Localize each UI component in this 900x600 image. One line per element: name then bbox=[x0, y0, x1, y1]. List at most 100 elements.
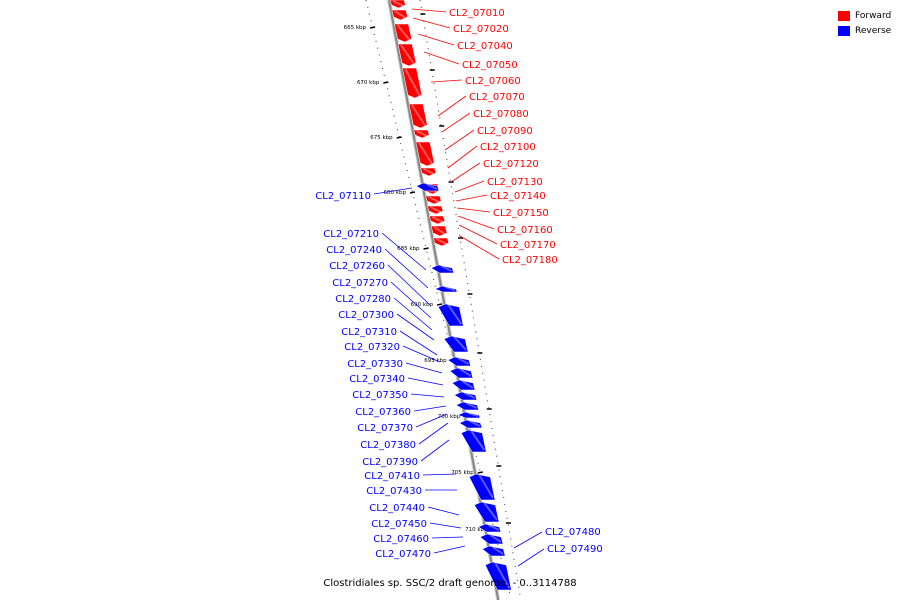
gene-CL2_07240[interactable] bbox=[434, 285, 458, 293]
gene-CL2_07280[interactable] bbox=[447, 356, 471, 367]
gene-label-CL2_07160[interactable]: CL2_07160 bbox=[497, 225, 553, 236]
gene-leader-lines bbox=[373, 8, 545, 567]
gene-CL2_07360[interactable] bbox=[460, 429, 487, 453]
gene-label-CL2_07310[interactable]: CL2_07310 bbox=[341, 327, 397, 338]
gene-label-CL2_07180[interactable]: CL2_07180 bbox=[502, 255, 558, 266]
gene-label-CL2_07330[interactable]: CL2_07330 bbox=[347, 359, 403, 370]
leader-CL2_07180 bbox=[459, 235, 500, 260]
gene-label-CL2_07080[interactable]: CL2_07080 bbox=[473, 109, 529, 120]
leader-CL2_07480 bbox=[513, 531, 543, 549]
gene-label-CL2_07370[interactable]: CL2_07370 bbox=[357, 423, 413, 434]
gene-highlight bbox=[494, 562, 511, 589]
leader-CL2_07490 bbox=[517, 548, 545, 567]
gene-label-CL2_07170[interactable]: CL2_07170 bbox=[500, 240, 556, 251]
leader-CL2_07260 bbox=[387, 264, 431, 306]
gene-label-CL2_07300[interactable]: CL2_07300 bbox=[338, 310, 394, 321]
gene-label-CL2_07060[interactable]: CL2_07060 bbox=[465, 76, 521, 87]
gene-label-CL2_07470[interactable]: CL2_07470 bbox=[375, 549, 431, 560]
gene-label-CL2_07110[interactable]: CL2_07110 bbox=[315, 191, 371, 202]
gene-label-CL2_07440[interactable]: CL2_07440 bbox=[369, 503, 425, 514]
gene-CL2_07060[interactable] bbox=[402, 67, 423, 99]
gene-label-CL2_07430[interactable]: CL2_07430 bbox=[366, 486, 422, 497]
gene-highlight bbox=[459, 368, 472, 377]
gene-label-CL2_07350[interactable]: CL2_07350 bbox=[352, 390, 408, 401]
gene-label-CL2_07120[interactable]: CL2_07120 bbox=[483, 159, 539, 170]
gene-CL2_07350[interactable] bbox=[458, 419, 483, 429]
gene-CL2_07330[interactable] bbox=[455, 401, 479, 411]
gene-CL2_07040[interactable] bbox=[394, 23, 412, 43]
gene-label-CL2_07090[interactable]: CL2_07090 bbox=[477, 126, 533, 137]
gene-CL2_07310[interactable] bbox=[451, 379, 476, 391]
gene-label-CL2_07460[interactable]: CL2_07460 bbox=[373, 534, 429, 545]
gene-label-CL2_07260[interactable]: CL2_07260 bbox=[329, 261, 385, 272]
leader-CL2_07450 bbox=[429, 522, 462, 529]
gene-highlight bbox=[423, 168, 435, 175]
gene-CL2_07010[interactable] bbox=[389, 0, 406, 9]
gene-label-CL2_07130[interactable]: CL2_07130 bbox=[487, 177, 543, 188]
gene-label-CL2_07450[interactable]: CL2_07450 bbox=[371, 519, 427, 530]
gene-highlight bbox=[483, 502, 498, 521]
gene-CL2_07210[interactable] bbox=[430, 264, 455, 274]
leader-CL2_07160 bbox=[457, 215, 495, 230]
gene-label-CL2_07050[interactable]: CL2_07050 bbox=[462, 60, 518, 71]
gene-CL2_07270[interactable] bbox=[443, 335, 469, 353]
gene-label-CL2_07210[interactable]: CL2_07210 bbox=[323, 229, 379, 240]
leader-CL2_07080 bbox=[441, 112, 471, 133]
gene-CL2_07130[interactable] bbox=[425, 195, 442, 205]
gene-label-CL2_07380[interactable]: CL2_07380 bbox=[360, 440, 416, 451]
leader-CL2_07280 bbox=[393, 297, 433, 331]
gene-CL2_07110[interactable] bbox=[415, 182, 440, 192]
gene-CL2_07320[interactable] bbox=[453, 391, 478, 401]
gene-CL2_07090[interactable] bbox=[415, 141, 435, 167]
gene-highlight bbox=[411, 104, 427, 127]
gene-label-CL2_07410[interactable]: CL2_07410 bbox=[364, 471, 420, 482]
leader-CL2_07370 bbox=[415, 413, 448, 428]
gene-label-CL2_07280[interactable]: CL2_07280 bbox=[335, 294, 391, 305]
gene-CL2_07370[interactable] bbox=[468, 473, 496, 501]
gene-CL2_07140[interactable] bbox=[427, 205, 444, 215]
tick-mark bbox=[383, 81, 389, 84]
gene-label-CL2_07360[interactable]: CL2_07360 bbox=[355, 407, 411, 418]
gene-label-CL2_07070[interactable]: CL2_07070 bbox=[469, 92, 525, 103]
leader-CL2_07110 bbox=[373, 187, 413, 195]
gene-CL2_07300[interactable] bbox=[449, 367, 474, 379]
gene-CL2_07380[interactable] bbox=[473, 501, 500, 523]
legend-reverse-label: Reverse bbox=[855, 26, 892, 36]
tick-mark bbox=[436, 303, 443, 306]
gene-CL2_07070[interactable] bbox=[408, 103, 428, 129]
gene-CL2_07170[interactable] bbox=[432, 237, 450, 247]
gene-CL2_07150[interactable] bbox=[428, 215, 446, 225]
gene-CL2_07440[interactable] bbox=[484, 561, 512, 591]
gene-CL2_07260[interactable] bbox=[437, 303, 464, 327]
gene-label-CL2_07020[interactable]: CL2_07020 bbox=[453, 24, 509, 35]
gene-CL2_07410[interactable] bbox=[479, 533, 504, 545]
gene-CL2_07080[interactable] bbox=[413, 129, 430, 139]
gene-label-CL2_07040[interactable]: CL2_07040 bbox=[457, 41, 513, 52]
tick-label: 700 kbp bbox=[438, 414, 461, 420]
gene-label-CL2_07340[interactable]: CL2_07340 bbox=[349, 374, 405, 385]
gene-label-CL2_07140[interactable]: CL2_07140 bbox=[490, 191, 546, 202]
gene-CL2_07020[interactable] bbox=[391, 9, 408, 21]
gene-label-CL2_07320[interactable]: CL2_07320 bbox=[344, 342, 400, 353]
gene-label-CL2_07390[interactable]: CL2_07390 bbox=[362, 457, 418, 468]
gene-label-CL2_07480[interactable]: CL2_07480 bbox=[545, 527, 601, 538]
leader-CL2_07350 bbox=[410, 393, 445, 398]
tick-label: 675 kbp bbox=[370, 135, 393, 141]
gene-CL2_07390[interactable] bbox=[477, 523, 502, 533]
gene-label-CL2_07100[interactable]: CL2_07100 bbox=[480, 142, 536, 153]
gene-highlight bbox=[461, 380, 474, 389]
gene-CL2_07160[interactable] bbox=[430, 225, 448, 237]
gene-label-CL2_07490[interactable]: CL2_07490 bbox=[547, 544, 603, 555]
leader-CL2_07130 bbox=[454, 180, 485, 193]
gene-label-CL2_07010[interactable]: CL2_07010 bbox=[449, 8, 505, 19]
gene-label-CL2_07270[interactable]: CL2_07270 bbox=[332, 278, 388, 289]
gene-CL2_07340[interactable] bbox=[457, 411, 481, 419]
gene-label-CL2_07150[interactable]: CL2_07150 bbox=[493, 208, 549, 219]
gene-highlight bbox=[491, 546, 504, 555]
gene-CL2_07050[interactable] bbox=[397, 43, 417, 67]
gene-CL2_07430[interactable] bbox=[481, 545, 506, 557]
gene-highlight bbox=[428, 196, 440, 203]
gene-CL2_07100[interactable] bbox=[420, 167, 437, 177]
gene-label-CL2_07240[interactable]: CL2_07240 bbox=[326, 245, 382, 256]
leader-CL2_07140 bbox=[455, 194, 488, 202]
